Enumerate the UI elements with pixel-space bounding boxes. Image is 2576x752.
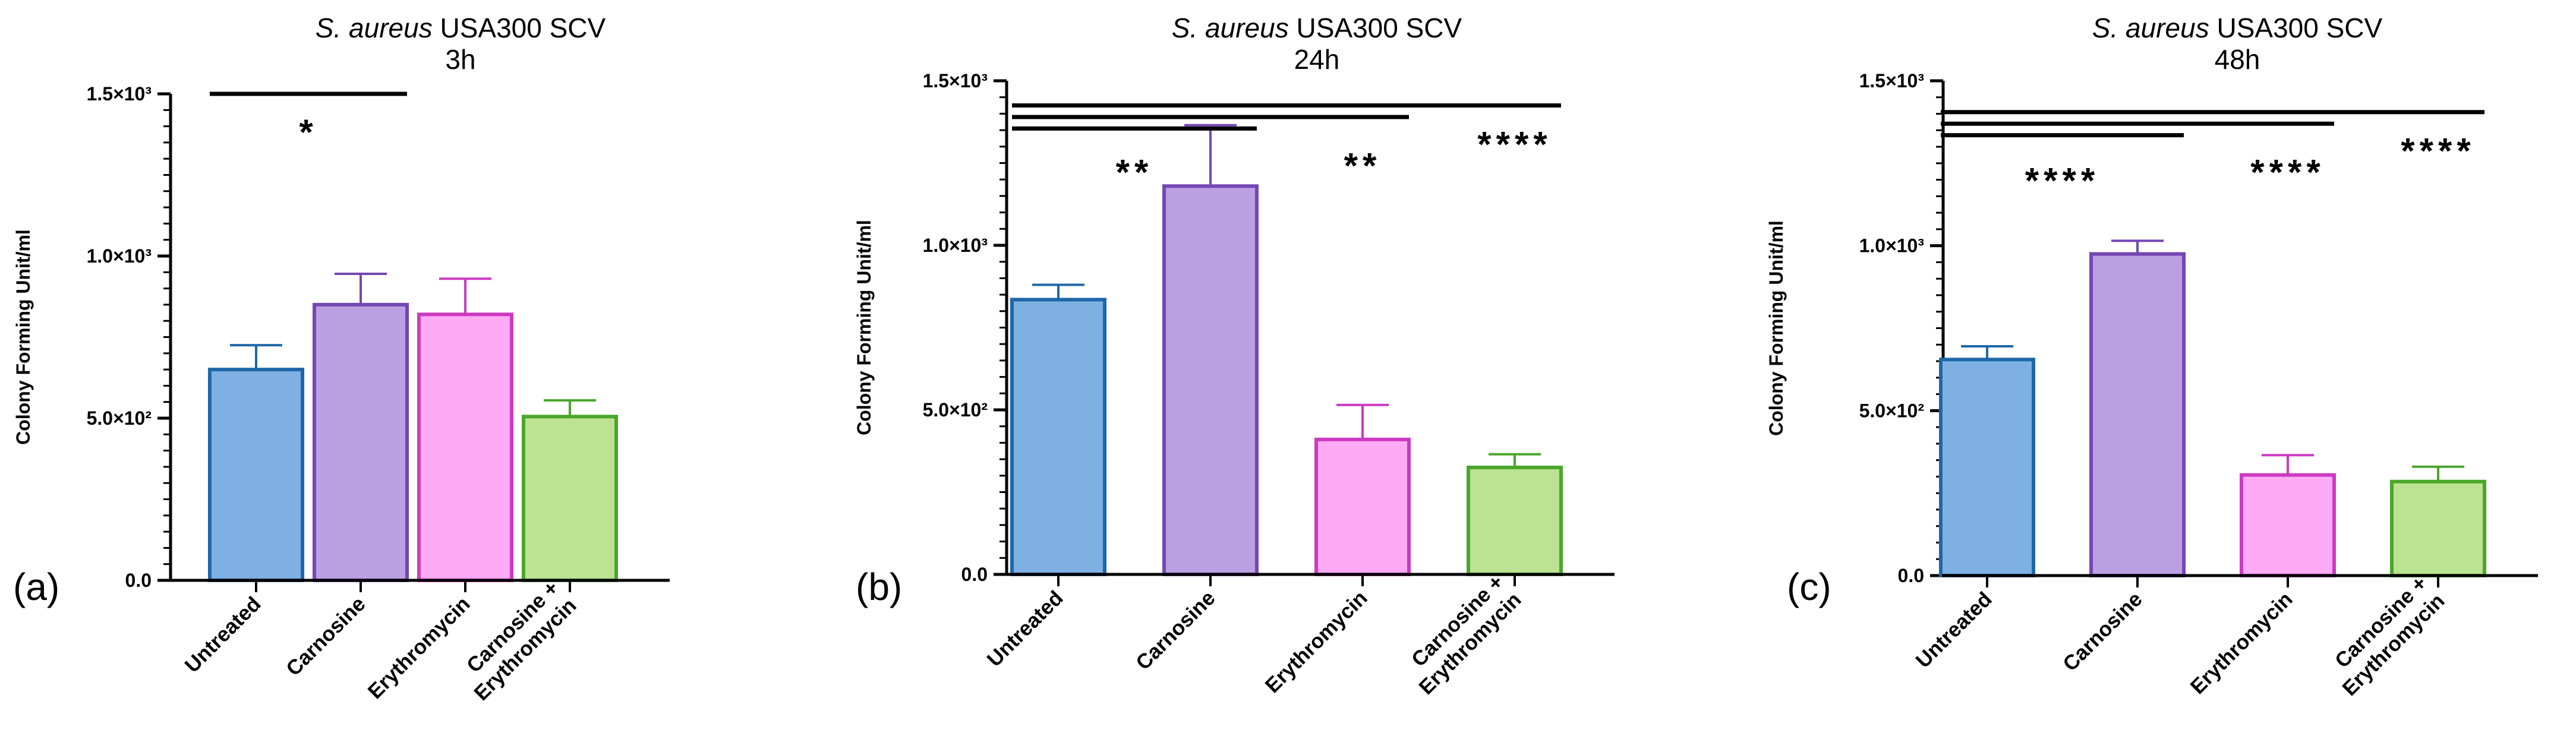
chart-title-rest: USA300 SCV — [1289, 12, 1462, 43]
significance-label: **** — [2025, 161, 2099, 201]
y-tick-label: 5.0×10² — [1859, 400, 1924, 421]
chart-title-rest: USA300 SCV — [2209, 12, 2383, 43]
bar-1 — [208, 368, 304, 582]
y-tick-label: 1.5×10³ — [1859, 70, 1924, 91]
y-tick-label: 0.0 — [1898, 565, 1924, 586]
bar-3 — [2240, 473, 2336, 578]
significance-label: **** — [1477, 124, 1552, 164]
bar-4 — [2390, 479, 2486, 577]
chart-title-italic: S. aureus — [316, 12, 433, 43]
bar-4 — [522, 415, 618, 583]
bar-2 — [2089, 252, 2186, 577]
x-category-label: Untreated — [983, 586, 1068, 671]
chart-subtitle: 24h — [1294, 44, 1340, 75]
chart-subtitle: 3h — [445, 44, 475, 75]
chart-title: S. aureus USA300 SCV — [2092, 12, 2383, 43]
x-category-label: Erythromycin — [1261, 586, 1372, 697]
chart-title-rest: USA300 SCV — [433, 12, 606, 43]
bar-2 — [313, 302, 409, 583]
panel-letter: (c) — [1787, 565, 1831, 608]
bar-3 — [417, 312, 513, 583]
y-tick-label: 0.0 — [961, 564, 988, 585]
significance-label: **** — [2401, 131, 2475, 171]
y-tick-label: 1.0×10³ — [1859, 235, 1924, 257]
x-category-label: Carnosine +Erythromycin — [1397, 570, 1526, 699]
y-axis-label: Colony Forming Unit/ml — [1765, 220, 1787, 436]
chart-subtitle: 48h — [2215, 44, 2260, 75]
y-axis-label: Colony Forming Unit/ml — [12, 229, 34, 445]
y-tick-label: 5.0×10² — [923, 399, 988, 421]
bar-3 — [1314, 437, 1411, 576]
y-tick-label: 5.0×10² — [87, 407, 152, 429]
panel-letter: (a) — [13, 565, 59, 608]
x-category-label: Untreated — [1912, 587, 1997, 672]
significance-label: ** — [1116, 152, 1153, 192]
x-category-label: Untreated — [181, 592, 266, 677]
significance-label: ** — [1344, 146, 1382, 185]
significance-label: **** — [2250, 153, 2325, 192]
x-category-label: Carnosine +Erythromycin — [2320, 571, 2449, 700]
y-tick-label: 0.0 — [125, 570, 152, 591]
chart-title: S. aureus USA300 SCV — [1172, 12, 1462, 43]
x-category-label: Carnosine — [1131, 586, 1220, 675]
y-tick-label: 1.5×10³ — [87, 83, 152, 105]
bar-2 — [1162, 184, 1259, 576]
x-category-label: Carnosine +Erythromycin — [452, 576, 581, 705]
x-category-label: Erythromycin — [364, 592, 475, 703]
x-category-label: Carnosine — [282, 592, 370, 681]
y-tick-label: 1.5×10³ — [923, 70, 988, 91]
chart-title-italic: S. aureus — [1172, 12, 1289, 43]
chart-title: S. aureus USA300 SCV — [316, 12, 606, 43]
significance-label: * — [299, 112, 317, 152]
bar-4 — [1467, 465, 1563, 577]
x-category-label: Carnosine — [2058, 587, 2147, 676]
x-category-label: Erythromycin — [2186, 587, 2297, 699]
chart-title-italic: S. aureus — [2092, 12, 2209, 43]
y-tick-label: 1.0×10³ — [923, 235, 988, 256]
y-tick-label: 1.0×10³ — [87, 245, 152, 267]
y-axis-label: Colony Forming Unit/ml — [853, 220, 875, 435]
bar-1 — [1010, 298, 1106, 576]
panel-letter: (b) — [856, 565, 902, 608]
bar-1 — [1939, 358, 2035, 577]
